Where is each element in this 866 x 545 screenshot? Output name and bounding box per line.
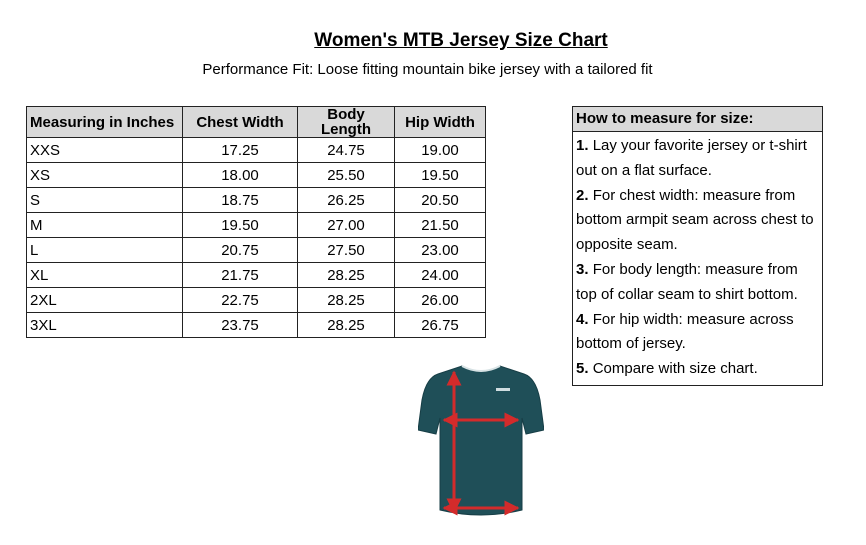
how-to-measure-box: How to measure for size: 1. Lay your fav… — [572, 106, 823, 386]
chest-cell: 22.75 — [182, 287, 298, 313]
size-cell: 2XL — [26, 287, 183, 313]
step-text: Compare with size chart. — [592, 360, 758, 378]
table-row: 3XL 23.75 28.25 26.75 — [26, 312, 486, 338]
size-cell: S — [26, 187, 183, 213]
size-cell: XL — [26, 262, 183, 288]
length-cell: 26.25 — [297, 187, 395, 213]
size-cell: XS — [26, 162, 183, 188]
jersey-shape — [418, 365, 544, 516]
header-measuring: Measuring in Inches — [26, 106, 183, 138]
chest-cell: 20.75 — [182, 237, 298, 263]
page-title: Women's MTB Jersey Size Chart — [314, 30, 608, 51]
hip-cell: 26.00 — [394, 287, 486, 313]
table-row: L 20.75 27.50 23.00 — [26, 237, 486, 263]
length-cell: 28.25 — [297, 287, 395, 313]
step-text: For chest width: measure from bottom arm… — [576, 186, 814, 254]
table-row: XS 18.00 25.50 19.50 — [26, 162, 486, 188]
step-number: 3. — [576, 260, 589, 278]
hip-cell: 19.50 — [394, 162, 486, 188]
measurement-arrows — [442, 370, 520, 516]
length-cell: 28.25 — [297, 312, 395, 338]
chest-cell: 23.75 — [182, 312, 298, 338]
size-cell: 3XL — [26, 312, 183, 338]
step-number: 2. — [576, 186, 589, 204]
jersey-measurement-illustration — [418, 365, 544, 516]
size-cell: XXS — [26, 137, 183, 163]
length-cell: 27.50 — [297, 237, 395, 263]
step-item: 1. Lay your favorite jersey or t-shirt o… — [576, 134, 819, 184]
chest-cell: 21.75 — [182, 262, 298, 288]
step-text: For body length: measure from top of col… — [576, 260, 798, 303]
hip-cell: 24.00 — [394, 262, 486, 288]
hip-cell: 19.00 — [394, 137, 486, 163]
table-row: XL 21.75 28.25 24.00 — [26, 262, 486, 288]
hip-cell: 21.50 — [394, 212, 486, 238]
chest-cell: 18.75 — [182, 187, 298, 213]
table-header-row: Measuring in Inches Chest Width Body Len… — [26, 106, 486, 138]
step-item: 5. Compare with size chart. — [576, 357, 819, 382]
step-item: 4. For hip width: measure across bottom … — [576, 308, 819, 358]
length-cell: 27.00 — [297, 212, 395, 238]
step-number: 1. — [576, 137, 589, 154]
size-cell: L — [26, 237, 183, 263]
hip-cell: 20.50 — [394, 187, 486, 213]
length-cell: 28.25 — [297, 262, 395, 288]
step-text: For hip width: measure across bottom of … — [576, 310, 794, 353]
step-text: Lay your favorite jersey or t-shirt out … — [576, 137, 807, 179]
chest-cell: 17.25 — [182, 137, 298, 163]
table-row: M 19.50 27.00 21.50 — [26, 212, 486, 238]
size-cell: M — [26, 212, 183, 238]
header-hip-width: Hip Width — [394, 106, 486, 138]
hip-cell: 26.75 — [394, 312, 486, 338]
how-to-measure-heading: How to measure for size: — [573, 107, 822, 132]
chest-cell: 19.50 — [182, 212, 298, 238]
hip-cell: 23.00 — [394, 237, 486, 263]
step-item: 3. For body length: measure from top of … — [576, 258, 819, 308]
table-row: 2XL 22.75 28.25 26.00 — [26, 287, 486, 313]
step-number: 5. — [576, 360, 589, 378]
size-chart-table: Measuring in Inches Chest Width Body Len… — [26, 106, 486, 338]
step-item: 2. For chest width: measure from bottom … — [576, 184, 819, 258]
table-row: S 18.75 26.25 20.50 — [26, 187, 486, 213]
length-cell: 24.75 — [297, 137, 395, 163]
chest-cell: 18.00 — [182, 162, 298, 188]
length-cell: 25.50 — [297, 162, 395, 188]
page-subtitle: Performance Fit: Loose fitting mountain … — [202, 61, 653, 78]
header-chest-width: Chest Width — [182, 106, 298, 138]
how-to-measure-steps: 1. Lay your favorite jersey or t-shirt o… — [573, 132, 822, 385]
table-row: XXS 17.25 24.75 19.00 — [26, 137, 486, 163]
step-number: 4. — [576, 310, 589, 328]
header-body-length: Body Length — [297, 106, 395, 138]
